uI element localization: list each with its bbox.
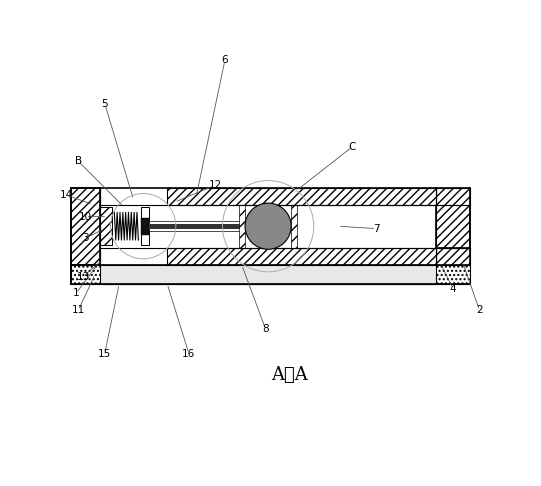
Bar bbox=[71, 188, 100, 264]
Bar bbox=[141, 207, 149, 245]
Bar bbox=[149, 224, 247, 228]
Bar bbox=[436, 205, 470, 248]
Text: 16: 16 bbox=[182, 348, 195, 359]
Bar bbox=[436, 188, 470, 205]
Bar bbox=[291, 205, 297, 248]
Bar bbox=[149, 222, 247, 231]
Text: 13: 13 bbox=[76, 272, 90, 281]
Text: 3: 3 bbox=[82, 233, 89, 243]
Text: 1: 1 bbox=[72, 289, 79, 298]
Bar bbox=[100, 207, 112, 245]
Text: 11: 11 bbox=[72, 305, 85, 315]
Bar bbox=[71, 264, 470, 284]
Text: C: C bbox=[348, 142, 356, 152]
Bar bbox=[71, 264, 100, 284]
Text: 8: 8 bbox=[262, 325, 269, 334]
Text: 14: 14 bbox=[60, 190, 73, 200]
Text: 12: 12 bbox=[209, 180, 222, 191]
Bar bbox=[167, 248, 436, 264]
Text: B: B bbox=[75, 156, 82, 166]
Circle shape bbox=[245, 203, 291, 249]
Bar bbox=[436, 248, 470, 264]
Text: 7: 7 bbox=[373, 224, 379, 234]
Text: 15: 15 bbox=[98, 348, 111, 359]
Bar bbox=[239, 205, 245, 248]
Text: 2: 2 bbox=[476, 305, 483, 315]
Bar bbox=[141, 218, 149, 235]
Text: 6: 6 bbox=[222, 55, 228, 66]
Bar bbox=[100, 264, 436, 284]
Text: 4: 4 bbox=[450, 284, 457, 294]
Text: 10: 10 bbox=[79, 211, 92, 222]
Bar bbox=[167, 188, 436, 205]
Text: 5: 5 bbox=[101, 99, 108, 109]
Text: A－A: A－A bbox=[272, 366, 308, 384]
